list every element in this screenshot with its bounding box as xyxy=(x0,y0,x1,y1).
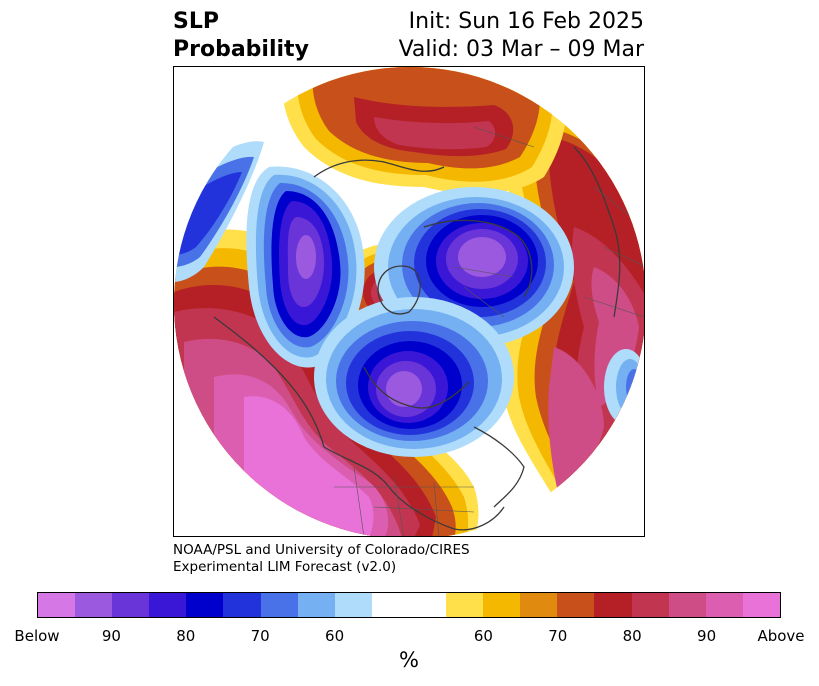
colorbar-below-seg-1 xyxy=(75,593,113,617)
title-type: Probability xyxy=(173,37,309,62)
colorbar-above-seg-4 xyxy=(594,593,632,617)
probability-field xyxy=(174,67,644,536)
colorbar-tick-label: 80 xyxy=(622,627,642,645)
map-frame xyxy=(173,66,645,537)
colorbar-below-seg-6 xyxy=(260,593,298,617)
colorbar-above-seg-2 xyxy=(520,593,558,617)
title-right: Init: Sun 16 Feb 2025 Valid: 03 Mar – 09… xyxy=(399,8,644,64)
credit-block: NOAA/PSL and University of Colorado/CIRE… xyxy=(173,542,470,576)
colorbar-above-seg-5 xyxy=(631,593,669,617)
colorbar-below-seg-4 xyxy=(186,593,224,617)
anomaly-above-siberia xyxy=(282,67,567,194)
colorbar-tick-label: Above xyxy=(757,627,805,645)
colorbar-tick-label: 70 xyxy=(250,627,270,645)
coastlines xyxy=(213,146,621,531)
colorbar-above-seg-3 xyxy=(557,593,595,617)
colorbar-below-seg-8 xyxy=(334,593,372,617)
colorbar-below-seg-3 xyxy=(149,593,187,617)
colorbar-above-seg-1 xyxy=(483,593,521,617)
colorbar-below-seg-0 xyxy=(38,593,76,617)
credit-model: Experimental LIM Forecast (v2.0) xyxy=(173,559,397,575)
colorbar-above-seg-0 xyxy=(446,593,484,617)
colorbar-below-seg-2 xyxy=(112,593,150,617)
colorbar-tick-label: 70 xyxy=(548,627,568,645)
title-variable: SLP xyxy=(173,9,219,34)
colorbar-above-seg-7 xyxy=(705,593,743,617)
anomaly-below-canada xyxy=(314,297,514,457)
colorbar-tick-label: 60 xyxy=(473,627,493,645)
colorbar-below-seg-5 xyxy=(223,593,261,617)
colorbar-unit: % xyxy=(399,648,419,672)
colorbar-above-seg-6 xyxy=(668,593,706,617)
colorbar-tick-label: 60 xyxy=(325,627,345,645)
valid-range: Valid: 03 Mar – 09 Mar xyxy=(398,37,644,62)
anomaly-below-bering xyxy=(246,166,365,368)
title-left: SLP Probability xyxy=(173,8,309,64)
colorbar xyxy=(37,592,781,618)
colorbar-tick-label: 90 xyxy=(101,627,121,645)
colorbar-tick-label: Below xyxy=(14,627,60,645)
credit-org: NOAA/PSL and University of Colorado/CIRE… xyxy=(173,542,470,558)
colorbar-tick-label: 90 xyxy=(697,627,717,645)
colorbar-neutral-seg xyxy=(371,593,447,617)
colorbar-below-seg-7 xyxy=(297,593,335,617)
colorbar-above-seg-8 xyxy=(742,593,780,617)
colorbar-tick-label: 80 xyxy=(176,627,196,645)
init-date: Init: Sun 16 Feb 2025 xyxy=(408,9,644,34)
polar-map xyxy=(174,67,644,536)
